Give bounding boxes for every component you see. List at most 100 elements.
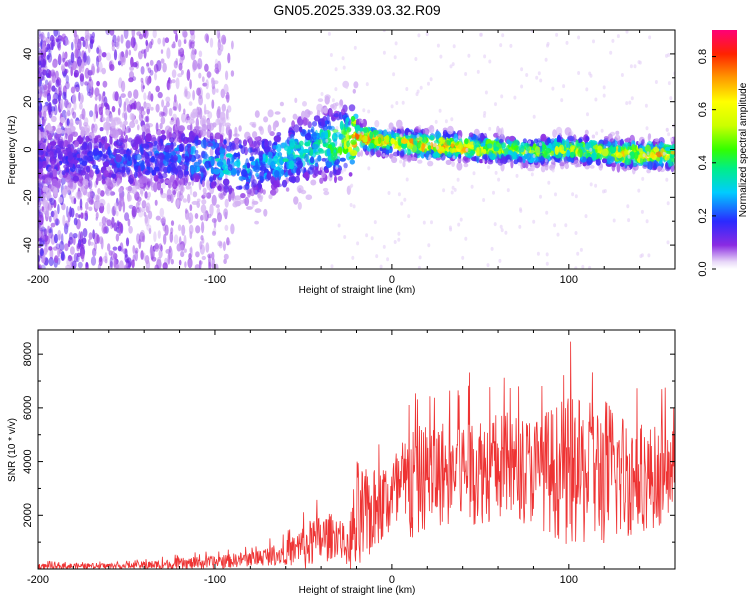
heatmap-cell (499, 43, 503, 48)
heatmap-cell (374, 138, 379, 146)
heatmap-cell (65, 264, 71, 269)
heatmap-cell (603, 140, 609, 145)
heatmap-cell (544, 57, 548, 62)
heatmap-cell (340, 169, 344, 174)
heatmap-cell (160, 244, 163, 252)
heatmap-cell (370, 146, 375, 156)
heatmap-cell (322, 187, 329, 192)
heatmap-cell (230, 70, 235, 77)
heatmap-cell (134, 171, 138, 179)
heatmap-cell (293, 124, 300, 133)
heatmap-cell (456, 177, 460, 182)
heatmap-cell (234, 200, 239, 207)
snr-ytick-label: 6000 (22, 396, 34, 420)
heatmap-cell (213, 80, 219, 85)
heatmap-cell (452, 44, 456, 49)
heatmap-cell (339, 133, 345, 140)
heatmap-cell (38, 178, 41, 184)
heatmap-cell (221, 103, 226, 112)
heatmap-cell (185, 185, 191, 190)
heatmap-cell (312, 165, 319, 175)
heatmap-cell (273, 141, 278, 147)
heatmap-cell (391, 143, 395, 148)
heatmap-cell (127, 185, 133, 192)
heatmap-cell (326, 148, 331, 157)
heatmap-cell (220, 44, 224, 52)
heatmap-cell (214, 160, 218, 167)
heatmap-cell (517, 161, 521, 166)
heatmap-cell (343, 235, 347, 239)
heatmap-cell (45, 154, 50, 166)
heatmap-cell (48, 101, 52, 113)
heatmap-cell (217, 185, 222, 191)
heatmap-cell (631, 144, 636, 152)
heatmap-cell (569, 145, 576, 151)
heatmap-cell (100, 153, 107, 161)
heatmap-cell (57, 94, 61, 102)
heatmap-cell (357, 151, 361, 158)
heatmap-cell (509, 43, 513, 48)
heatmap-cell (666, 240, 670, 245)
heatmap-cell (410, 144, 418, 153)
heatmap-cell (189, 79, 192, 90)
heatmap-cell (188, 101, 193, 106)
heatmap-cell (434, 130, 441, 140)
heatmap-cell (58, 86, 61, 93)
heatmap-cell (486, 263, 490, 268)
heatmap-cell (47, 134, 53, 141)
heatmap-cell (121, 80, 126, 93)
heatmap-cell (43, 131, 48, 139)
heatmap-cell (163, 233, 167, 245)
heatmap-cell (348, 104, 356, 112)
heatmap-cell (201, 180, 205, 188)
heatmap-cell (101, 180, 106, 185)
heatmap-cell (417, 159, 423, 164)
heatmap-cell (619, 162, 625, 167)
heatmap-cell (274, 170, 280, 178)
heatmap-cell (254, 220, 259, 225)
heatmap-cell (105, 109, 110, 116)
heatmap-cell (299, 148, 304, 156)
heatmap-cell (566, 143, 571, 149)
heatmap-cell (233, 137, 240, 145)
heatmap-cell (262, 153, 266, 162)
heatmap-cell (171, 69, 177, 78)
heatmap-cell (86, 55, 91, 66)
heatmap-cell (102, 91, 106, 97)
heatmap-cell (615, 152, 623, 159)
heatmap-cell (48, 246, 53, 251)
heatmap-cell (487, 143, 493, 149)
heatmap-cell (52, 70, 55, 78)
heatmap-cell (396, 119, 403, 129)
heatmap-cell (658, 142, 665, 148)
heatmap-cell (577, 35, 581, 40)
heatmap-cell (312, 143, 319, 150)
heatmap-cell (103, 96, 108, 107)
heatmap-cell (574, 194, 578, 199)
heatmap-cell (48, 46, 52, 58)
heatmap-cell (187, 193, 191, 204)
heatmap-cell (40, 31, 45, 41)
heatmap-cell (522, 155, 526, 164)
heatmap-cell (76, 243, 81, 249)
heatmap-cell (51, 178, 58, 187)
heatmap-cell (601, 158, 608, 164)
heatmap-cell (67, 211, 71, 223)
heatmap-cell (175, 58, 178, 66)
heatmap-cell (468, 132, 474, 138)
heatmap-cell (118, 148, 126, 155)
heatmap-cell (46, 73, 51, 78)
heatmap-cell (41, 42, 46, 54)
heatmap-cell (134, 247, 139, 254)
heatmap-cell (442, 188, 446, 193)
heatmap-cell (620, 73, 624, 77)
heatmap-cell (205, 163, 209, 170)
heatmap-cell (646, 151, 650, 156)
heatmap-cell (152, 144, 159, 150)
heatmap-cell (166, 188, 172, 200)
heatmap-cell (640, 253, 644, 258)
heatmap-cell (41, 160, 47, 169)
heatmap-cell (50, 161, 56, 169)
heatmap-cell (219, 134, 224, 144)
heatmap-cell (432, 152, 440, 158)
